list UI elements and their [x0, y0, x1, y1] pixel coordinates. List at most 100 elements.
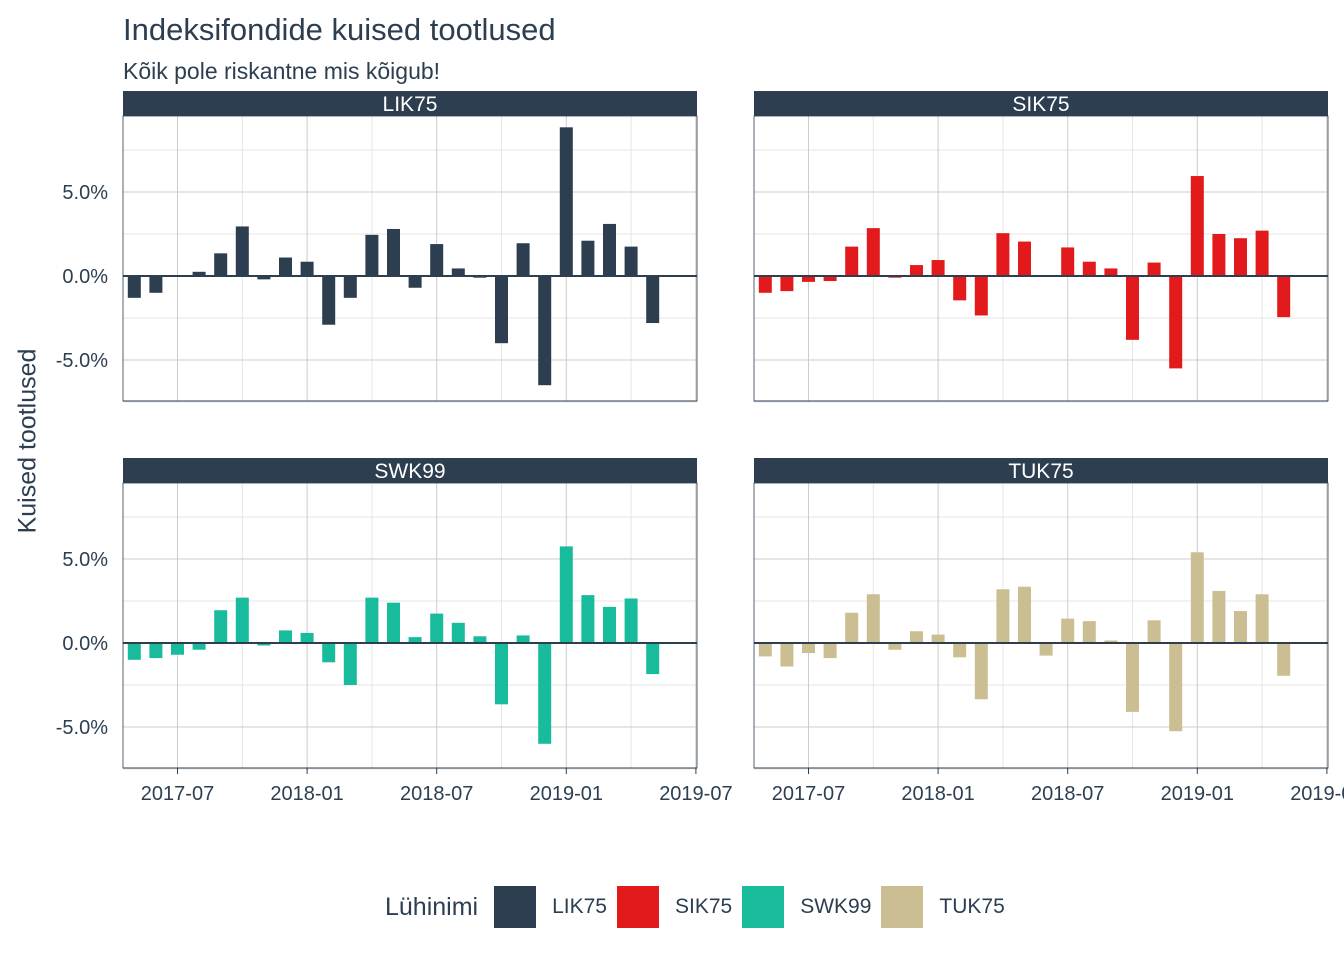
bar-sik75-2018-05: [1018, 241, 1031, 276]
bar-tuk75-2017-11: [888, 643, 902, 650]
bar-lik75-2018-11: [516, 243, 530, 276]
bar-sik75-2018-04: [996, 233, 1010, 276]
facet-strip-sik75: [754, 91, 1328, 116]
bar-sik75-2019-04: [1255, 230, 1269, 276]
bar-lik75-2018-04: [365, 234, 379, 276]
bar-swk99-2018-04: [365, 597, 379, 643]
bar-swk99-2018-03: [343, 643, 357, 685]
x-tick-label: 2017-07: [141, 783, 214, 805]
bar-swk99-2018-05: [387, 602, 400, 643]
legend-key-lik75: [494, 886, 537, 928]
bar-sik75-2018-03: [974, 276, 988, 316]
y-tick-label: -5.0%: [56, 350, 108, 372]
y-tick-label: 5.0%: [62, 182, 108, 204]
bar-lik75-2017-08: [192, 271, 206, 276]
bar-tuk75-2018-09: [1104, 640, 1118, 643]
bar-swk99-2017-07: [171, 643, 184, 655]
x-tick-label: 2019-01: [1161, 783, 1234, 805]
bar-tuk75-2018-10: [1126, 643, 1139, 712]
bar-tuk75-2017-06: [780, 643, 794, 667]
legend-title: Lühinimi: [385, 892, 479, 921]
x-tick-label: 2019-07: [1290, 783, 1344, 805]
bar-tuk75-2018-04: [996, 589, 1010, 643]
bar-lik75-2017-11: [257, 276, 271, 280]
bar-lik75-2017-05: [127, 276, 141, 298]
bar-lik75-2019-04: [624, 246, 638, 276]
bar-lik75-2019-01: [559, 127, 573, 276]
bar-tuk75-2019-04: [1255, 594, 1269, 643]
bar-sik75-2018-02: [953, 276, 967, 301]
bar-lik75-2018-06: [408, 276, 422, 288]
bar-lik75-2019-03: [603, 223, 616, 276]
bar-swk99-2018-11: [516, 635, 530, 643]
bar-swk99-2019-02: [581, 595, 595, 643]
bar-sik75-2017-05: [758, 276, 772, 293]
chart-title: Indeksifondide kuised tootlused: [123, 12, 556, 47]
bar-sik75-2017-10: [866, 228, 880, 276]
bar-swk99-2018-02: [322, 643, 336, 663]
bar-tuk75-2017-09: [845, 612, 859, 643]
bar-tuk75-2017-10: [866, 594, 880, 643]
bar-tuk75-2018-11: [1147, 620, 1161, 643]
bar-swk99-2017-09: [214, 610, 228, 643]
legend-label-tuk75: TUK75: [939, 895, 1005, 918]
bar-lik75-2018-12: [538, 276, 552, 386]
bar-lik75-2019-02: [581, 240, 595, 276]
bar-swk99-2017-08: [192, 643, 206, 650]
bar-swk99-2017-06: [149, 643, 163, 659]
bar-tuk75-2018-08: [1082, 621, 1096, 643]
bar-tuk75-2018-07: [1061, 618, 1075, 643]
facet-strip-label-tuk75: TUK75: [1008, 460, 1073, 483]
panel-border-lik75: [122, 115, 698, 402]
bar-tuk75-2018-02: [953, 643, 967, 658]
bar-tuk75-2017-08: [823, 643, 837, 659]
facet-strip-swk99: [123, 458, 697, 483]
bar-swk99-2018-09: [473, 636, 487, 643]
x-tick-label: 2018-07: [400, 783, 473, 805]
bar-tuk75-2019-05: [1277, 643, 1291, 676]
bar-swk99-2018-07: [430, 613, 444, 643]
bar-swk99-2017-11: [257, 643, 271, 646]
legend-item-swk99: SWK99: [742, 886, 871, 928]
bar-lik75-2018-02: [322, 276, 336, 325]
bar-lik75-2018-01: [300, 261, 314, 276]
facet-strip-label-swk99: SWK99: [374, 460, 445, 483]
bar-lik75-2018-03: [343, 276, 357, 298]
bar-swk99-2018-06: [408, 637, 422, 643]
facet-strip-tuk75: [754, 458, 1328, 483]
bar-tuk75-2017-12: [910, 631, 923, 643]
bar-sik75-2019-02: [1212, 234, 1226, 276]
bar-swk99-2018-01: [300, 632, 314, 643]
bar-sik75-2018-07: [1061, 247, 1075, 276]
bar-sik75-2018-08: [1082, 261, 1096, 276]
legend-item-tuk75: TUK75: [881, 886, 1005, 928]
bar-lik75-2017-09: [214, 253, 228, 276]
facet-strip-label-sik75: SIK75: [1012, 93, 1069, 116]
bar-sik75-2019-03: [1234, 238, 1247, 276]
bar-sik75-2017-09: [845, 246, 859, 276]
bar-swk99-2018-12: [538, 643, 552, 744]
x-tick-label: 2019-07: [659, 783, 732, 805]
bar-swk99-2019-05: [646, 643, 660, 675]
bar-sik75-2017-08: [823, 276, 837, 282]
bar-lik75-2018-05: [387, 228, 400, 276]
bar-swk99-2018-10: [495, 643, 508, 705]
bar-sik75-2017-07: [802, 276, 815, 282]
x-tick-label: 2019-01: [530, 783, 603, 805]
bar-tuk75-2018-06: [1039, 643, 1053, 656]
bar-lik75-2017-12: [279, 257, 292, 276]
y-tick-label: 5.0%: [62, 549, 108, 571]
bar-tuk75-2018-03: [974, 643, 988, 700]
bar-tuk75-2017-07: [802, 643, 815, 654]
y-tick-label: 0.0%: [62, 266, 108, 288]
chart-subtitle: Kõik pole riskantne mis kõigub!: [123, 58, 441, 84]
bar-sik75-2018-10: [1126, 276, 1139, 340]
x-tick-label: 2018-01: [901, 783, 974, 805]
y-tick-label: 0.0%: [62, 633, 108, 655]
bar-lik75-2018-07: [430, 244, 444, 276]
panel-border-sik75: [753, 115, 1329, 402]
bar-tuk75-2019-02: [1212, 590, 1226, 643]
bar-lik75-2019-05: [646, 276, 660, 324]
bar-sik75-2018-01: [931, 260, 945, 276]
bar-swk99-2019-01: [559, 546, 573, 643]
